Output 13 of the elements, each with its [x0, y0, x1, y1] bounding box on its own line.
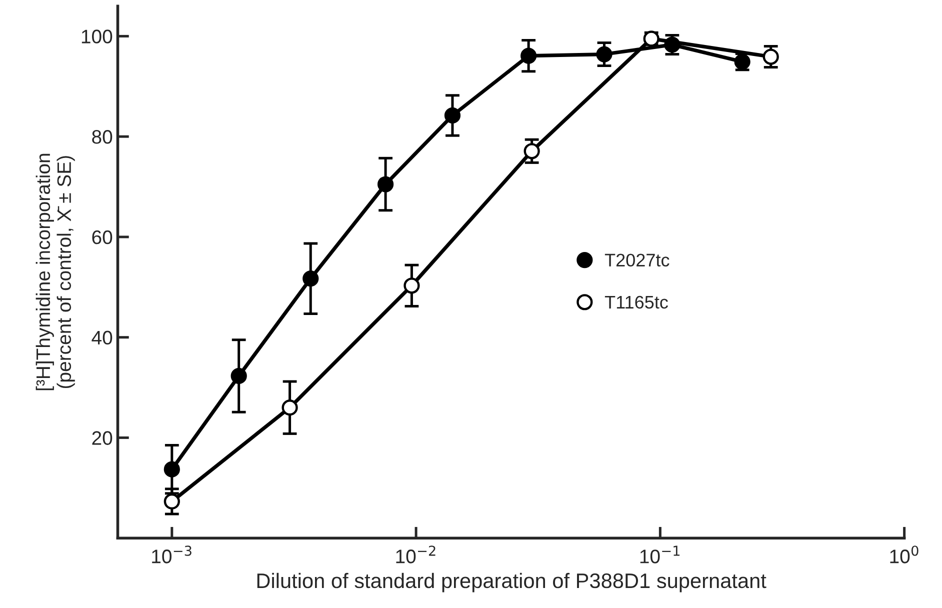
y-tick-label: 40	[92, 330, 112, 345]
legend-label: T2027tc	[604, 254, 670, 267]
x-tick-label: 10$^{0}$	[890, 546, 918, 564]
y-axis-title: [³H]Thymidine incorporation (percent of control, X̄ ± SE)	[36, 154, 75, 390]
x-tick-label: 10$^{−3}$	[152, 546, 192, 564]
y-tick-label: 60	[92, 230, 112, 244]
y-tick-label: 20	[92, 431, 112, 445]
legend-label: T1165tc	[604, 296, 668, 309]
x-tick-label: 10$^{−2}$	[396, 546, 436, 564]
x-tick-label: 10$^{−1}$	[640, 546, 680, 564]
x-axis-title: Dilution of standard preparation of P388D1 supernatant	[257, 572, 766, 592]
y-tick-label: 80	[92, 130, 112, 144]
y-tick-label: 100	[82, 30, 112, 44]
